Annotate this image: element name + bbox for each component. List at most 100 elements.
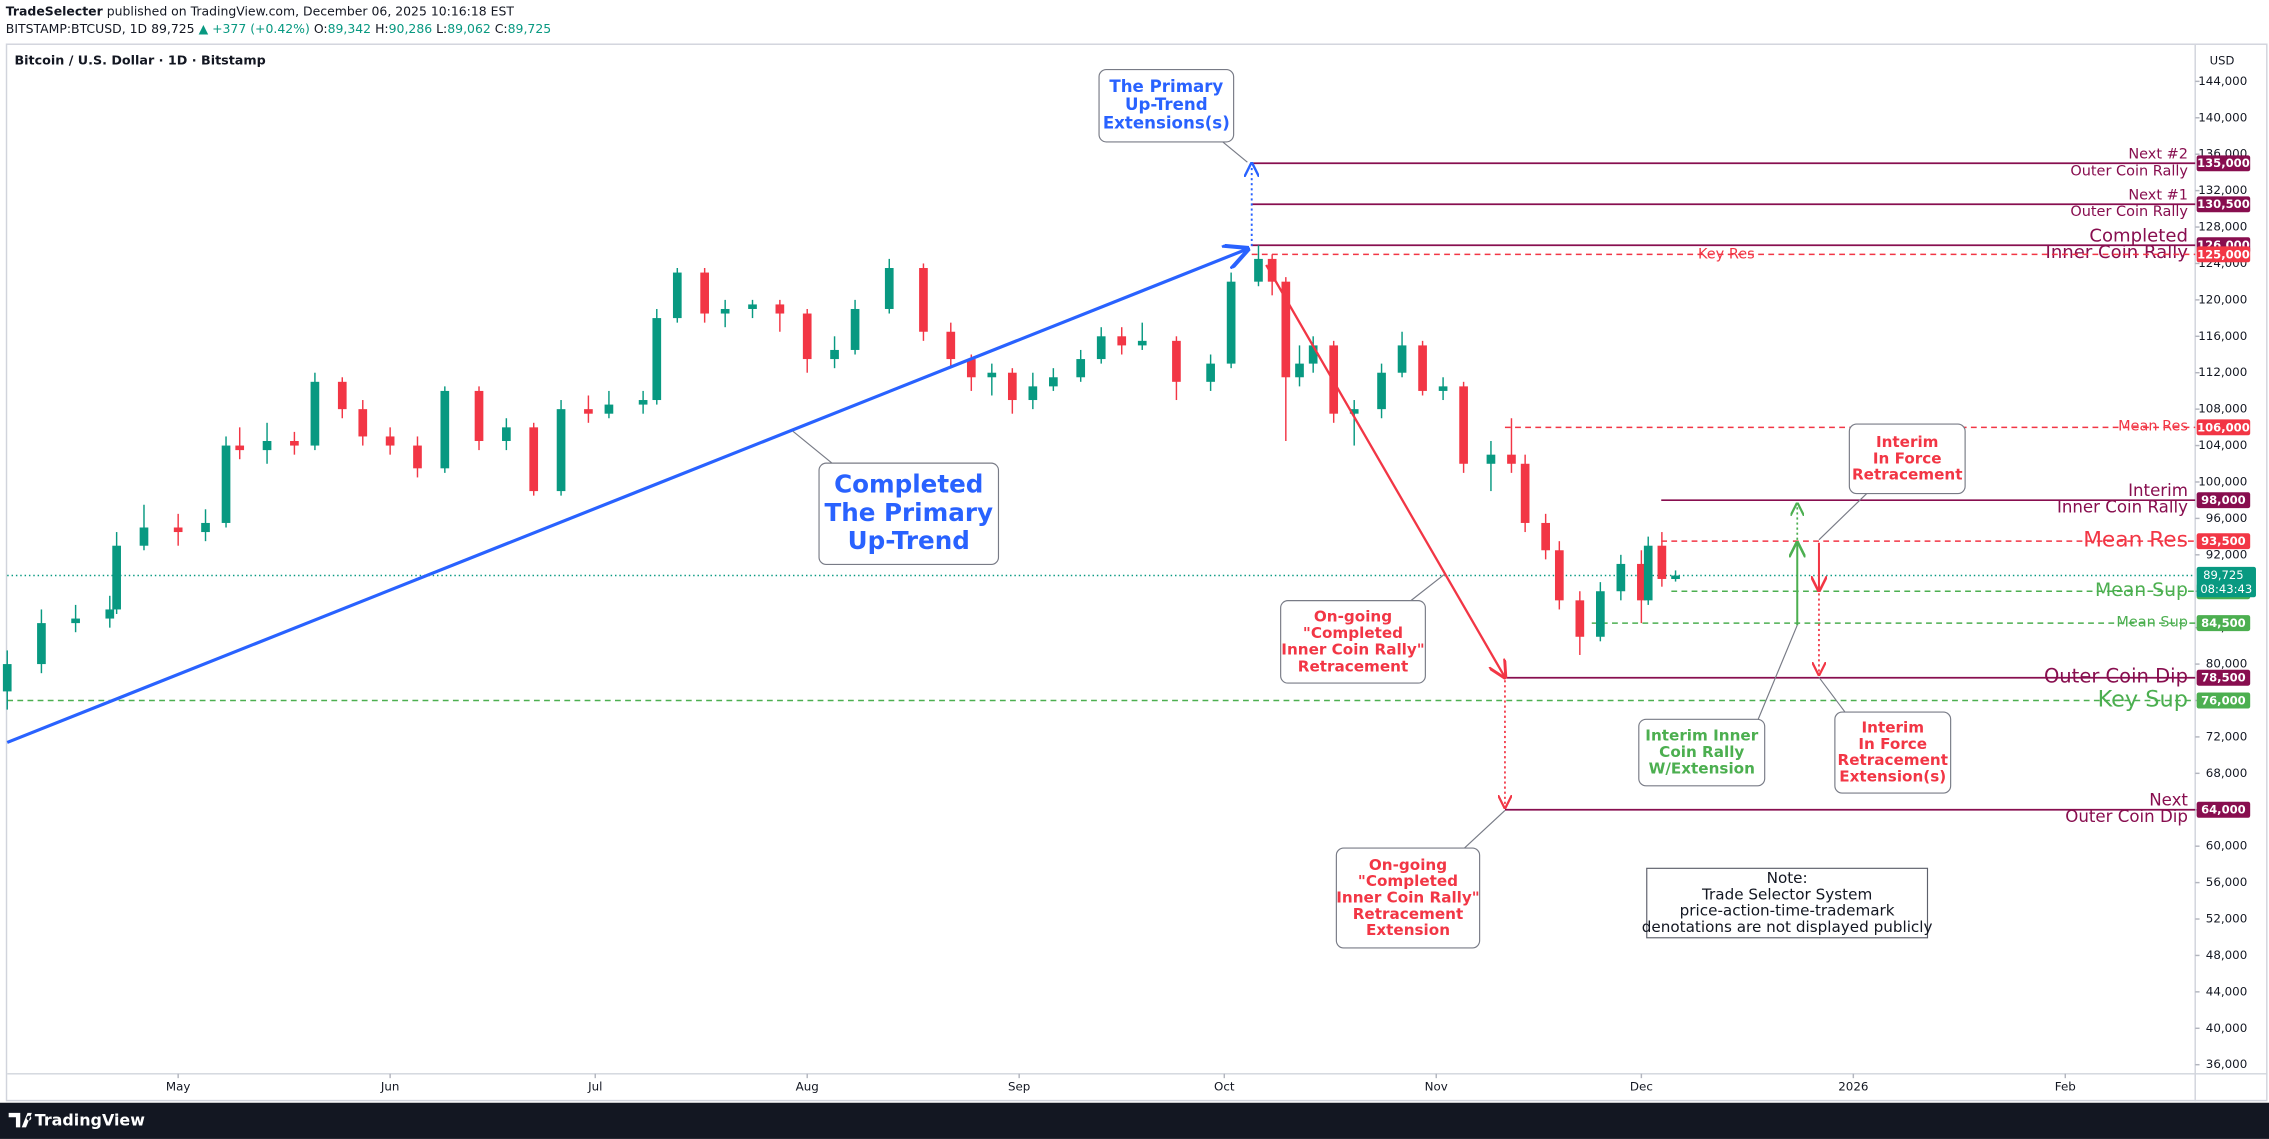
callout-text: Interim Inner [1645, 727, 1758, 745]
candle-body [1254, 258, 1263, 282]
candle-body [1281, 281, 1291, 378]
candle-body [37, 623, 46, 665]
y-tick-label: 132,000 [2198, 183, 2247, 197]
y-tick-label: 144,000 [2198, 74, 2247, 88]
candle-body [884, 268, 894, 309]
candle-body [1507, 454, 1516, 464]
candle-body [440, 390, 450, 469]
candle-body [1377, 372, 1386, 410]
callout-text: Note: [1767, 869, 1808, 887]
candle-body [529, 427, 539, 492]
candle-body [1671, 575, 1680, 580]
candle-body [1226, 281, 1236, 364]
candle-body [1616, 563, 1626, 592]
level-text: Next #1 [2128, 188, 2188, 204]
level-text: Interim [2128, 481, 2188, 500]
y-tick-label: 44,000 [2206, 984, 2248, 998]
candle-body [502, 427, 511, 442]
callout-text: On-going [1314, 607, 1392, 625]
x-tick-label: 2026 [1838, 1079, 1868, 1093]
callout-box [1280, 600, 1426, 684]
callout-box [1638, 718, 1766, 787]
callout-box [1335, 847, 1481, 949]
callout-text: Up-Trend [1125, 95, 1208, 114]
callout-text: "Completed [1303, 624, 1403, 642]
candle-body [474, 390, 484, 442]
candle-body [720, 308, 730, 314]
callout-text: The Primary [825, 498, 994, 527]
x-tick-label: Sep [1008, 1079, 1030, 1093]
y-tick-label: 140,000 [2198, 110, 2247, 124]
candle-body [946, 331, 956, 360]
level-price-box [2196, 492, 2251, 509]
candle-body [850, 308, 860, 350]
candle-body [1486, 454, 1496, 464]
callout-text: Extension(s) [1839, 768, 1946, 786]
level-price-box [2196, 692, 2251, 709]
y-tick-label: 48,000 [2206, 948, 2248, 962]
candle-body [1137, 340, 1147, 346]
candle-body [556, 409, 566, 492]
callout-connector [1222, 141, 1248, 163]
level-price-box [2196, 533, 2251, 550]
y-tick-label: 40,000 [2206, 1021, 2248, 1035]
ohlc-value: 90,286 [389, 21, 433, 36]
callout-box [1646, 867, 1929, 939]
level-price-label: 135,000 [2197, 156, 2250, 170]
candle-body [1541, 522, 1550, 551]
level-text: Inner Coin Rally [2046, 242, 2189, 263]
x-tick-label: Nov [1425, 1079, 1448, 1093]
candle-body [1637, 563, 1646, 601]
chart-title: Bitcoin / U.S. Dollar · 1D · Bitstamp [14, 53, 265, 68]
drawings [6, 164, 1819, 808]
level-text: Inner Coin Rally [2057, 498, 2188, 517]
y-tick-label: 128,000 [2198, 220, 2247, 234]
level-price-label: 125,000 [2197, 247, 2250, 261]
candle-body [1007, 372, 1017, 401]
y-tick-label: 56,000 [2206, 875, 2248, 889]
symbol: BITSTAMP:BTCUSD, 1D [6, 21, 147, 36]
candle-body [385, 436, 395, 446]
candle-body [802, 313, 812, 360]
candle-body [775, 304, 785, 314]
candle-body [604, 404, 614, 414]
brand-logo [8, 1112, 32, 1128]
ohlc-key: O: [314, 21, 328, 36]
last-price-label: 89,725 [2203, 568, 2243, 582]
candle-body [584, 409, 593, 414]
y-tick-label: 80,000 [2206, 657, 2248, 671]
callout-connector [792, 430, 833, 464]
ohlc-key: L: [436, 21, 447, 36]
callout-text: Retracement [1353, 905, 1464, 923]
x-tick-label: Oct [1214, 1079, 1235, 1093]
callout-text: On-going [1369, 856, 1447, 874]
level-text: Mean Res [2083, 527, 2188, 552]
level-price-box [2196, 801, 2251, 818]
candle-body [310, 381, 320, 446]
y-tick-label: 100,000 [2198, 474, 2247, 488]
callout-text: Trade Selector System [1701, 885, 1872, 903]
candle-body [112, 545, 121, 610]
ohlc-key: C: [495, 21, 508, 36]
candle-body [748, 304, 757, 309]
candle-body [1438, 386, 1448, 391]
candle-body [1397, 345, 1407, 373]
y-tick-label: 60,000 [2206, 839, 2248, 853]
callout-text: In Force [1858, 735, 1927, 753]
ohlc-value: 89,725 [508, 21, 552, 36]
level-text: Outer Coin Rally [2070, 204, 2188, 220]
callout-connector [1464, 810, 1506, 849]
callout-connector [1757, 624, 1798, 720]
level-text: Mean Res [2118, 419, 2188, 435]
callout-text: Retracement [1852, 466, 1963, 484]
y-unit: USD [2210, 53, 2235, 67]
ohlc-key: H: [375, 21, 389, 36]
candle-body [1596, 591, 1605, 637]
level-text: Key Res [1698, 246, 1755, 262]
brand: TradingView [35, 1110, 145, 1129]
callout-box [1834, 711, 1952, 794]
callout-text: Interim [1876, 433, 1939, 451]
